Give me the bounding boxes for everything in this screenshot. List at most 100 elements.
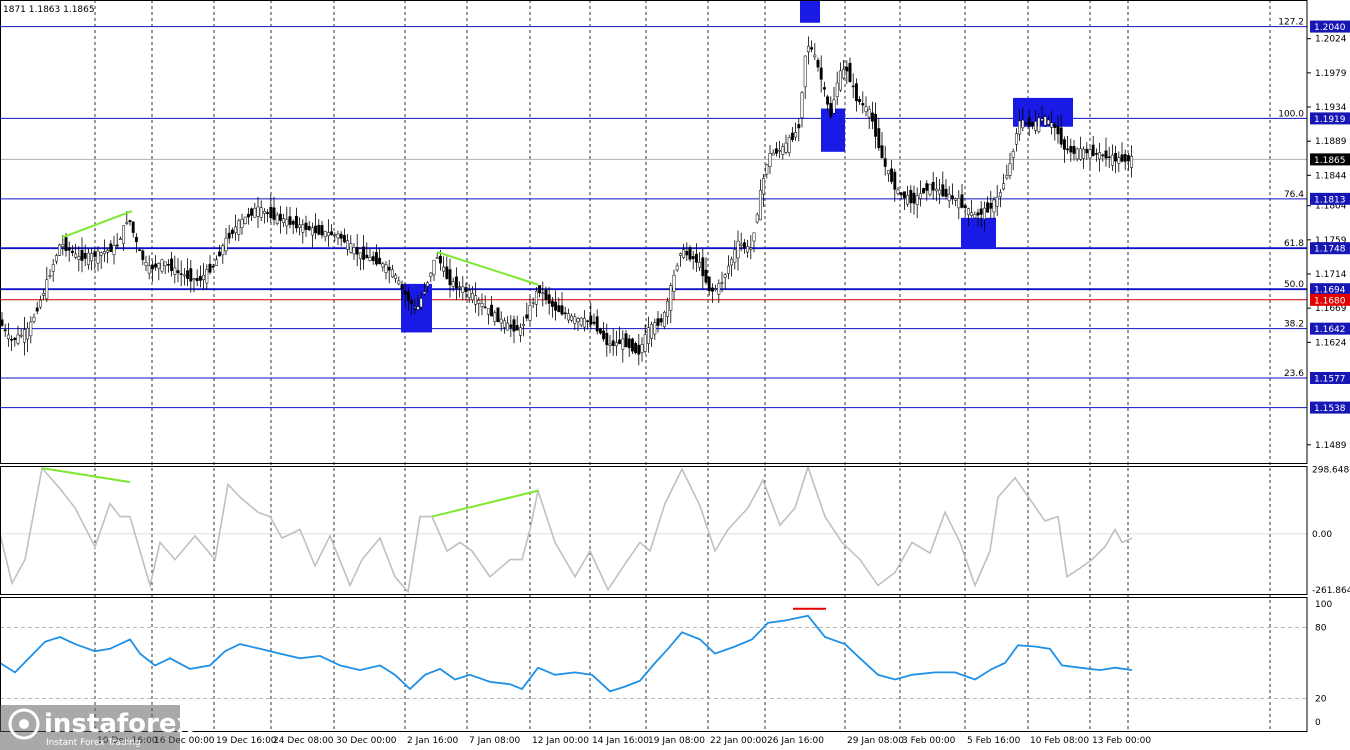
candle-body xyxy=(1123,154,1127,162)
rsi-series-line xyxy=(0,614,1133,693)
candle-body xyxy=(787,137,791,153)
candle-body xyxy=(541,292,545,295)
candle-body xyxy=(838,70,842,91)
candle-body xyxy=(531,302,535,304)
candle-body xyxy=(493,312,497,322)
candle-body xyxy=(288,216,292,225)
candle-body xyxy=(666,300,670,317)
candle-body xyxy=(282,218,286,223)
x-tick-label: 30 Dec 00:00 xyxy=(336,736,397,746)
candle-body xyxy=(214,259,218,266)
candle-body xyxy=(970,212,974,216)
candle-body xyxy=(400,284,404,290)
rsi-tick-label: 20 xyxy=(1315,694,1327,704)
candle-body xyxy=(86,252,90,265)
x-tick-label: 12 Jan 00:00 xyxy=(532,736,589,746)
candle-body xyxy=(192,278,196,281)
candle-body xyxy=(928,183,932,195)
candle-body xyxy=(586,320,590,322)
candle-body xyxy=(243,216,247,224)
candle-body xyxy=(547,294,551,304)
fib-price-tag xyxy=(1310,242,1350,255)
candle-body xyxy=(477,300,481,304)
candle-body xyxy=(128,220,132,222)
candle-body xyxy=(301,224,305,233)
candle-body xyxy=(304,222,308,230)
candle-body xyxy=(179,273,183,275)
candle-body xyxy=(819,67,823,80)
candle-body xyxy=(1024,122,1028,125)
candle-body xyxy=(643,334,647,352)
candle-body xyxy=(333,234,337,236)
candle-body xyxy=(32,316,36,322)
candle-body xyxy=(944,188,948,197)
rsi-tick-label: 0 xyxy=(1315,718,1321,728)
candle-body xyxy=(317,224,321,235)
candle-body xyxy=(755,214,759,223)
candle-body xyxy=(685,250,689,256)
candle-body xyxy=(227,232,231,239)
candle-body xyxy=(931,182,935,191)
candle-body xyxy=(454,276,458,289)
candle-body xyxy=(512,319,516,332)
candle-body xyxy=(1072,146,1076,154)
candle-body xyxy=(701,257,705,277)
candle-body xyxy=(624,333,628,348)
candle-body xyxy=(458,286,462,288)
candle-body xyxy=(1069,145,1073,153)
candle-body xyxy=(6,334,10,339)
candle-body xyxy=(371,256,375,262)
red-level-label: 1.1680 xyxy=(1314,296,1346,306)
candle-body xyxy=(890,168,894,182)
candle-body xyxy=(125,222,129,224)
blue-zone xyxy=(961,217,996,249)
price-tick-label: 1.1844 xyxy=(1315,171,1347,181)
price-tick-label: 1.1979 xyxy=(1315,69,1347,79)
candle-body xyxy=(851,85,855,88)
candle-body xyxy=(483,306,487,309)
watermark: instaforex Instant Forex Trading xyxy=(0,705,194,750)
candle-body xyxy=(822,87,826,90)
candle-body xyxy=(1078,148,1082,160)
candle-body xyxy=(522,324,526,327)
candle-body xyxy=(806,45,810,53)
x-tick-label: 3 Feb 00:00 xyxy=(902,736,956,746)
candle-body xyxy=(198,275,202,281)
candle-body xyxy=(413,306,417,309)
price-tick-label: 1.1624 xyxy=(1315,338,1347,348)
candle-body xyxy=(1018,120,1022,135)
candle-body xyxy=(954,198,958,201)
fib-percent-label: 50.0 xyxy=(1284,280,1304,290)
candle-body xyxy=(899,192,903,196)
candle-body xyxy=(285,218,289,227)
candle-body xyxy=(506,322,510,331)
candle-body xyxy=(893,171,897,190)
candle-body xyxy=(557,305,561,312)
price-tick-label: 1.1489 xyxy=(1315,441,1347,451)
candle-body xyxy=(1088,149,1092,159)
cci-pane xyxy=(0,464,1307,594)
candle-body xyxy=(781,146,785,155)
candle-body xyxy=(406,291,410,301)
candle-body xyxy=(195,277,199,281)
candle-body xyxy=(941,184,945,197)
candle-body xyxy=(698,261,702,268)
candle-body xyxy=(717,283,721,295)
candle-body xyxy=(208,263,212,273)
candle-body xyxy=(96,250,100,264)
candle-body xyxy=(749,247,753,250)
price-tick-label: 1.1934 xyxy=(1315,103,1347,113)
candle-body xyxy=(22,329,26,343)
candle-body xyxy=(115,244,119,247)
candle-body xyxy=(1066,148,1070,151)
candle-body xyxy=(1008,163,1012,176)
candle-body xyxy=(861,103,865,106)
watermark-brand: instaforex xyxy=(44,709,194,739)
candle-body xyxy=(435,257,439,259)
candle-body xyxy=(291,220,295,225)
fib-price-label: 1.1538 xyxy=(1314,404,1346,414)
candle-body xyxy=(1011,151,1015,158)
x-tick-label: 13 Feb 00:00 xyxy=(1092,736,1151,746)
candle-body xyxy=(845,66,849,72)
